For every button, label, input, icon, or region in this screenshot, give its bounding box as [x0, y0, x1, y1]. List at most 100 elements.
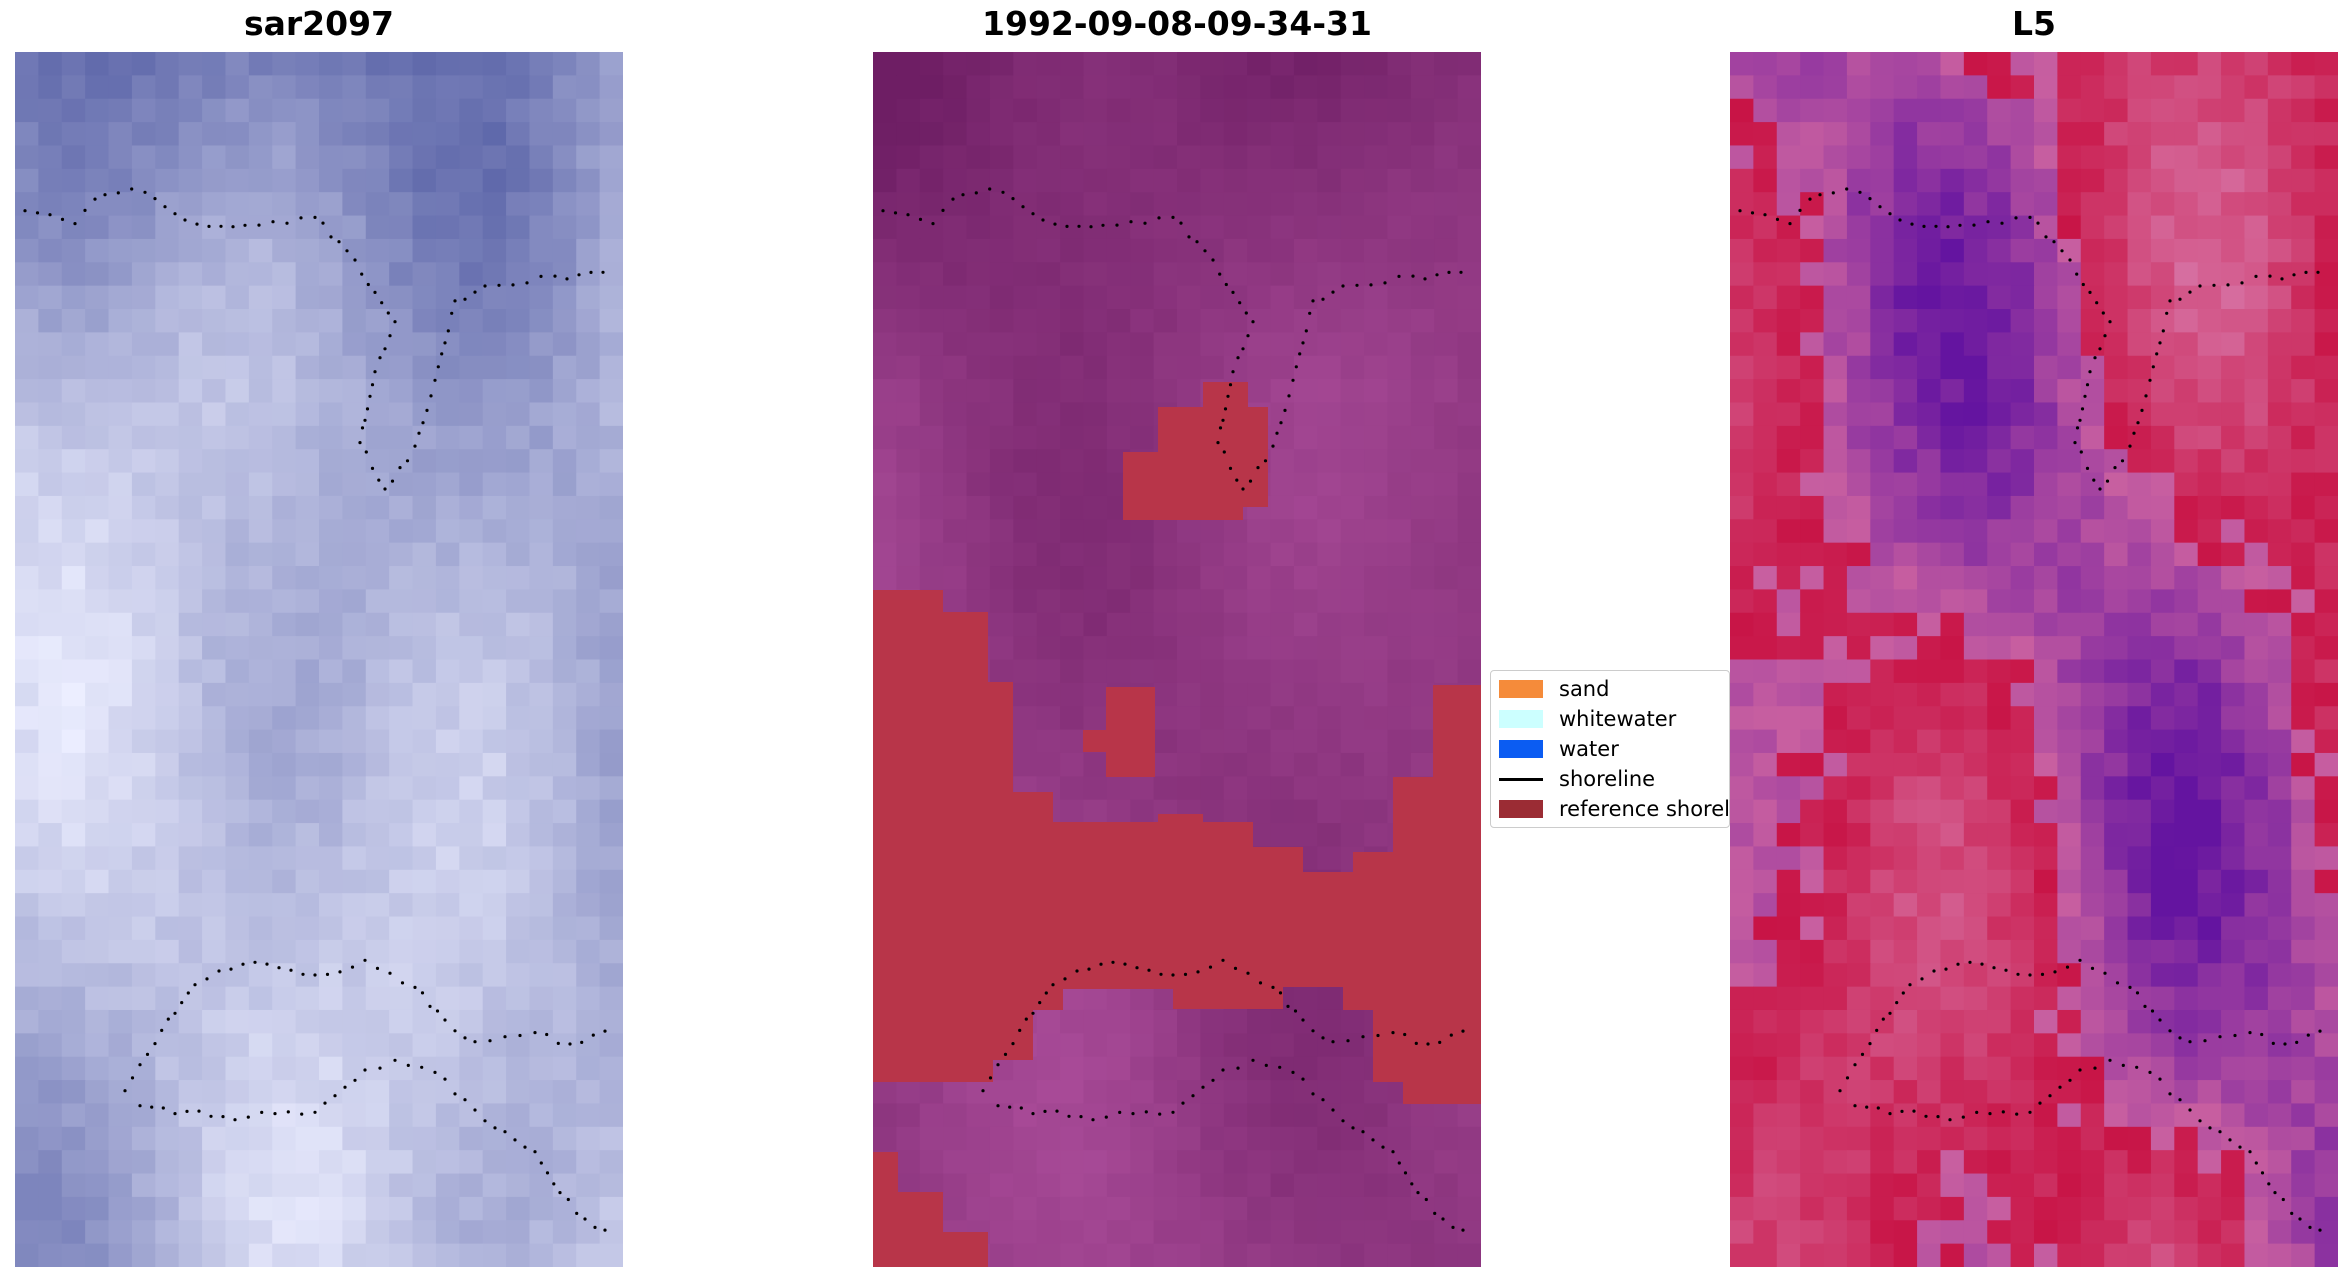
raster-cell: [896, 238, 921, 263]
raster-cell: [342, 542, 367, 567]
raster-cell: [38, 449, 63, 474]
raster-cell: [2291, 939, 2316, 964]
raster-cell: [1776, 1080, 1801, 1105]
raster-cell: [1177, 1220, 1201, 1245]
shoreline-dot: [1371, 1138, 1375, 1142]
raster-cell: [295, 192, 320, 217]
raster-cell: [2034, 75, 2058, 100]
raster-cell: [2080, 425, 2105, 450]
raster-cell: [1776, 402, 1801, 427]
raster-cell: [389, 98, 414, 123]
raster-cell: [389, 1103, 414, 1128]
shoreline-dot: [1341, 284, 1345, 288]
raster-cell: [2221, 1056, 2246, 1081]
raster-cell: [1870, 52, 1895, 76]
shoreline-dot: [1287, 394, 1291, 398]
raster-cell: [108, 425, 133, 450]
raster-cell: [1776, 122, 1801, 147]
raster-cell: [1177, 168, 1201, 193]
raster-cell: [1247, 823, 1272, 848]
raster-cell: [1800, 589, 1825, 614]
raster-cell: [2221, 238, 2246, 263]
raster-cell: [2104, 145, 2129, 170]
raster-cell: [2010, 472, 2035, 497]
panel-title-l5: L5: [2012, 4, 2056, 43]
raster-cell: [2174, 519, 2199, 544]
raster-cell: [178, 893, 203, 918]
raster-cell: [1870, 425, 1895, 450]
raster-cell: [342, 729, 367, 754]
raster-cell: [1893, 1150, 1918, 1175]
raster-cell: [61, 145, 86, 170]
raster-cell: [155, 869, 180, 894]
raster-cell: [1434, 379, 1459, 404]
raster-cell: [1846, 215, 1871, 240]
raster-cell: [482, 75, 507, 100]
shoreline-dot: [1221, 1068, 1225, 1072]
raster-cell: [1846, 1173, 1871, 1198]
raster-cell: [2127, 893, 2152, 918]
raster-cell: [1776, 75, 1801, 100]
raster-cell: [365, 379, 390, 404]
raster-cell: [2150, 1056, 2175, 1081]
raster-cell: [1457, 589, 1481, 614]
raster-cell: [943, 542, 968, 567]
raster-cell: [552, 706, 577, 731]
raster-cell: [1200, 659, 1225, 684]
shoreline-dot: [2121, 1063, 2125, 1067]
raster-cell: [576, 122, 601, 147]
raster-cell: [108, 1080, 133, 1105]
raster-cell: [1293, 215, 1318, 240]
raster-cell: [1987, 262, 2012, 287]
raster-cell: [108, 846, 133, 871]
raster-cell: [1060, 612, 1085, 637]
raster-cell: [342, 1056, 367, 1081]
raster-cell: [576, 495, 601, 520]
raster-cell: [202, 823, 227, 848]
raster-cell: [1870, 1033, 1895, 1058]
raster-cell: [943, 566, 968, 591]
raster-cell: [61, 589, 86, 614]
raster-cell: [225, 1009, 250, 1034]
raster-cell: [1846, 893, 1871, 918]
raster-cell: [248, 449, 273, 474]
raster-cell: [248, 1126, 273, 1151]
raster-cell: [1963, 122, 1988, 147]
raster-cell: [1846, 192, 1871, 217]
raster-cell: [1153, 612, 1178, 637]
raster-cell: [412, 1150, 437, 1175]
raster-cell: [1200, 589, 1225, 614]
raster-cell: [1083, 192, 1108, 217]
raster-cell: [2127, 706, 2152, 731]
shoreline-dot: [207, 224, 211, 228]
raster-cell: [2267, 939, 2292, 964]
raster-cell: [131, 98, 156, 123]
raster-cell: [1893, 542, 1918, 567]
raster-cell: [1893, 799, 1918, 824]
raster-cell: [2150, 145, 2175, 170]
shoreline-dot: [1381, 1145, 1385, 1149]
raster-cell: [2150, 75, 2175, 100]
raster-cell: [389, 52, 414, 76]
raster-cell: [1940, 729, 1965, 754]
raster-cell: [2104, 285, 2129, 310]
raster-cell: [1177, 752, 1201, 777]
raster-cell: [1963, 1220, 1988, 1245]
shoreline-dot: [393, 1058, 397, 1062]
raster-cell: [1870, 472, 1895, 497]
raster-cell: [2034, 776, 2058, 801]
raster-cell: [2267, 52, 2292, 76]
raster-cell: [342, 1103, 367, 1128]
shoreline-dot: [2092, 478, 2096, 482]
raster-cell: [2034, 869, 2058, 894]
raster-cell: [248, 495, 273, 520]
raster-cell: [131, 402, 156, 427]
raster-cell: [1987, 706, 2012, 731]
raster-cell: [342, 122, 367, 147]
raster-cell: [1776, 1103, 1801, 1128]
raster-cell: [319, 566, 343, 591]
raster-cell: [1457, 1220, 1481, 1245]
raster-cell: [1106, 1126, 1131, 1151]
raster-cell: [2221, 379, 2246, 404]
raster-cell: [599, 893, 623, 918]
